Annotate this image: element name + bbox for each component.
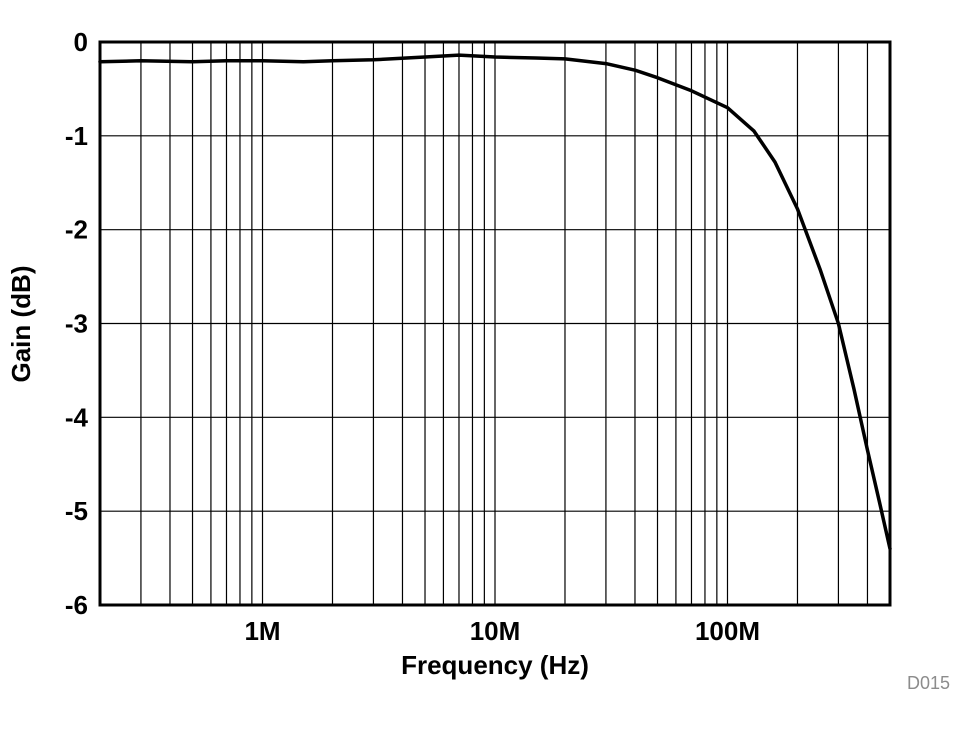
y-tick-labels: 0 -1 -2 -3 -4 -5 -6 — [65, 27, 89, 620]
x-axis-title: Frequency (Hz) — [401, 650, 589, 680]
x-tick-label: 10M — [470, 616, 521, 646]
y-axis-title: Gain (dB) — [6, 266, 36, 383]
watermark: D015 — [907, 673, 950, 693]
x-tick-labels: 1M 10M 100M — [244, 616, 760, 646]
y-tick-label: -2 — [65, 215, 88, 245]
y-tick-label: -1 — [65, 121, 88, 151]
y-tick-label: 0 — [74, 27, 88, 57]
y-tick-label: -6 — [65, 590, 88, 620]
y-tick-label: -5 — [65, 496, 88, 526]
gridlines — [100, 42, 890, 605]
gain-curve — [98, 53, 892, 551]
gain-curve-line — [98, 53, 892, 551]
x-tick-label: 100M — [695, 616, 760, 646]
x-tick-label: 1M — [244, 616, 280, 646]
y-tick-label: -3 — [65, 309, 88, 339]
plot-border — [98, 40, 892, 607]
y-tick-label: -4 — [65, 402, 89, 432]
